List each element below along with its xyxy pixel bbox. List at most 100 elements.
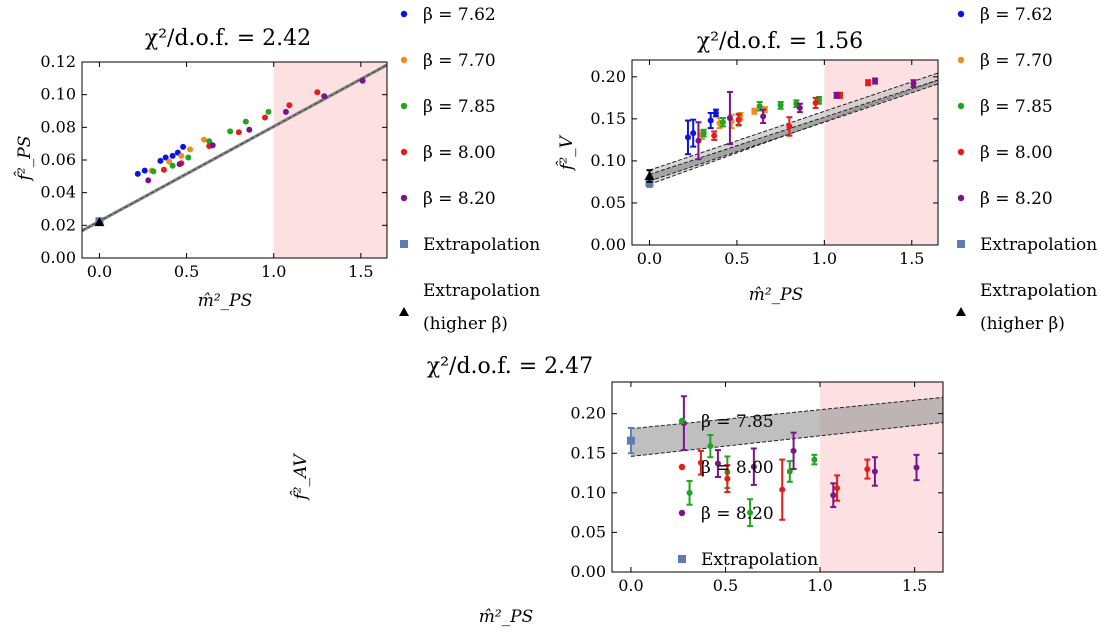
data-point [686, 489, 693, 496]
data-point [314, 89, 321, 96]
data-point [695, 137, 702, 144]
y-tick-label: 0.04 [40, 183, 76, 202]
legend-marker [400, 102, 408, 110]
plot-frame [611, 381, 944, 573]
data-point-triangle [644, 171, 655, 181]
data-point [700, 130, 707, 137]
plot-frame [631, 59, 939, 246]
legend-marker [957, 194, 965, 202]
legend-item: β = 7.85 [957, 97, 1053, 117]
plot-inner [630, 382, 943, 572]
data-point [751, 108, 758, 115]
legend-marker-triangle [399, 307, 409, 316]
data-point [910, 80, 917, 87]
data-point [321, 93, 328, 100]
legend-item: β = 7.62 [400, 5, 496, 25]
data-point [262, 114, 268, 121]
data-point [712, 109, 719, 116]
data-points [94, 77, 366, 227]
plot-area: 0.0 0.5 1.0 1.5 0.00 0.05 0.10 0.15 0.20 [570, 381, 944, 595]
data-point [157, 157, 164, 164]
y-tick-label: 0.02 [40, 215, 76, 234]
data-point [185, 154, 192, 161]
series--8-20 [680, 395, 920, 509]
legend-item: β = 7.62 [957, 5, 1053, 25]
series-extrapolation [626, 426, 635, 455]
legend-label: Extrapolation [980, 281, 1097, 301]
legend-item: β = 8.00 [678, 458, 774, 478]
x-tick-label: 0.0 [637, 249, 662, 268]
plot-area: 0.0 0.5 1.0 1.5 0.00 0.05 0.10 0.15 0.20 [590, 59, 939, 268]
data-point [707, 117, 714, 124]
legend-marker [400, 56, 408, 64]
series-extrapolation-higher- [94, 217, 105, 227]
data-point [786, 123, 793, 130]
y-tick-label: 0.20 [570, 404, 606, 423]
data-point [735, 116, 742, 123]
series--7-62 [134, 143, 187, 177]
data-point [872, 78, 879, 85]
data-point [750, 463, 757, 470]
y-tick-label: 0.05 [590, 193, 626, 212]
y-tick-label: 0.00 [40, 248, 76, 267]
data-point [834, 485, 841, 492]
legend-item: β = 8.20 [400, 189, 496, 209]
legend-marker [678, 463, 686, 471]
legend-label: β = 7.85 [980, 97, 1053, 117]
x-tick-label: 1.0 [812, 249, 837, 268]
data-point [246, 126, 253, 133]
legend-label: Extrapolation [701, 550, 818, 570]
x-tick-label: 1.5 [899, 249, 924, 268]
data-point [790, 447, 797, 454]
legend-marker [400, 10, 408, 18]
legend-label: β = 7.85 [701, 412, 774, 432]
data-point [760, 113, 767, 120]
legend-item: Extrapolation (higher β) [399, 281, 540, 334]
y-tick-label: 0.00 [590, 235, 626, 254]
legend-item: β = 8.20 [957, 189, 1053, 209]
data-point [697, 459, 704, 466]
data-point [169, 162, 176, 169]
plot-inner [82, 62, 387, 258]
chart-fv-svg: χ²/d.o.f. = 1.56 m̂²_PS f̂²_V 0.0 0.5 1.0 1… [556, 5, 1097, 334]
legend-label: β = 8.20 [701, 504, 774, 524]
legend-item: β = 8.00 [957, 143, 1053, 163]
fit-band-narrow [649, 80, 938, 182]
legend-marker [957, 102, 965, 110]
data-point-square [626, 436, 635, 445]
plot-inner [649, 60, 938, 245]
legend-marker [678, 509, 686, 517]
y-tick-label: 0.05 [570, 522, 606, 541]
series--8-20 [695, 77, 917, 161]
chart-fav-svg: χ²/d.o.f. = 2.47 m̂²_PS f̂²_AV 0.0 0.5 1.0… [290, 354, 944, 627]
data-point [178, 152, 185, 159]
legend: β = 7.62 β = 7.70 β = 7.85 β = 8.00 β = 8.20… [399, 5, 540, 334]
data-point [145, 177, 152, 184]
legend-label: β = 7.62 [423, 5, 496, 25]
series--8-00 [697, 449, 871, 521]
data-point [726, 115, 733, 122]
data-point [714, 460, 721, 467]
data-point [830, 492, 837, 499]
legend-label: β = 7.85 [423, 97, 496, 117]
y-tick-label: 0.06 [40, 150, 76, 169]
data-point [747, 509, 754, 516]
data-points [644, 77, 917, 188]
data-point [166, 158, 173, 165]
legend-item: β = 7.70 [400, 51, 496, 71]
legend-marker-square [400, 240, 408, 248]
y-axis-label: f̂²_V [556, 134, 577, 172]
chart-panel-fv: χ²/d.o.f. = 1.56 m̂²_PS f̂²_V 0.0 0.5 1.0 1… [550, 0, 1100, 340]
legend-item: Extrapolation [400, 235, 540, 255]
data-point [359, 77, 366, 84]
legend-item: Extrapolation (higher β) [956, 281, 1097, 334]
series--7-62 [684, 108, 719, 156]
legend: β = 7.85 β = 8.00 β = 8.20 Extrapolation [678, 412, 818, 570]
y-axis-label: f̂²_PS [14, 136, 35, 183]
x-tick-label: 0.0 [87, 262, 112, 281]
series--7-70 [148, 136, 207, 174]
data-point [162, 154, 169, 161]
legend-label: β = 7.70 [980, 51, 1053, 71]
x-tick-label: 0.5 [174, 262, 199, 281]
data-point [150, 168, 157, 175]
